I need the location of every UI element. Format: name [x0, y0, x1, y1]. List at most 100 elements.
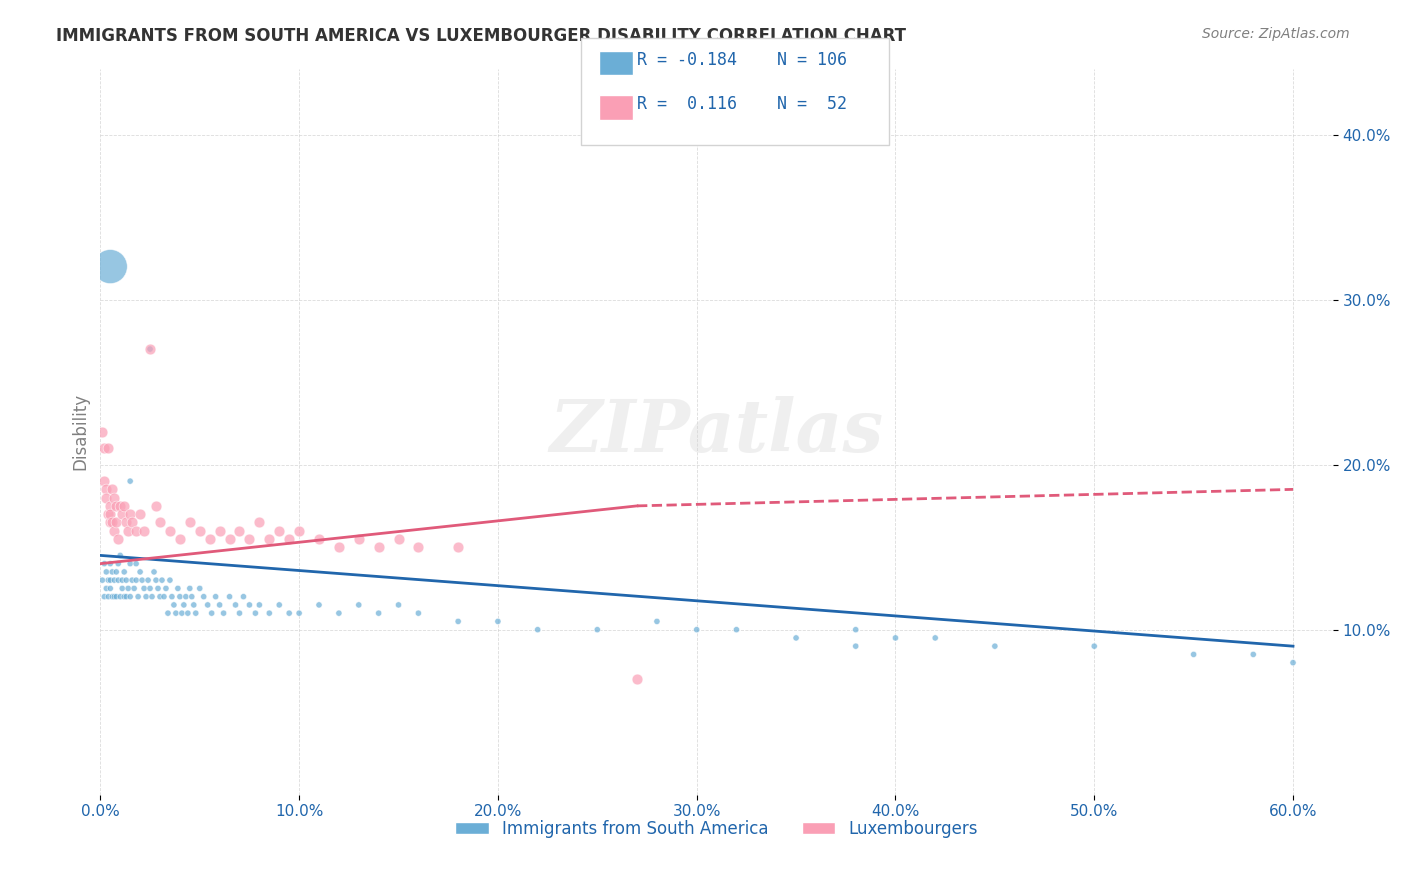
Point: [159, 524, 181, 538]
Point: [212, 606, 235, 620]
Point: [111, 582, 134, 596]
Point: [149, 590, 172, 604]
Point: [103, 491, 125, 505]
Point: [198, 532, 221, 546]
Point: [387, 532, 409, 546]
Text: IMMIGRANTS FROM SOUTH AMERICA VS LUXEMBOURGER DISABILITY CORRELATION CHART: IMMIGRANTS FROM SOUTH AMERICA VS LUXEMBO…: [56, 27, 907, 45]
Point: [103, 590, 125, 604]
Point: [218, 590, 240, 604]
Point: [183, 598, 205, 612]
Point: [845, 639, 868, 653]
Point: [139, 582, 162, 596]
Point: [132, 582, 155, 596]
Point: [1182, 648, 1205, 662]
Point: [169, 532, 191, 546]
Point: [149, 516, 172, 530]
Point: [1241, 648, 1264, 662]
Point: [97, 590, 120, 604]
Point: [208, 598, 231, 612]
Point: [204, 590, 226, 604]
Point: [143, 565, 166, 579]
Point: [179, 582, 201, 596]
Point: [197, 598, 219, 612]
Point: [101, 565, 124, 579]
Point: [105, 565, 128, 579]
Point: [1083, 639, 1105, 653]
Point: [288, 606, 311, 620]
Point: [153, 590, 176, 604]
Point: [132, 524, 155, 538]
Point: [387, 598, 409, 612]
Point: [155, 582, 177, 596]
Point: [111, 573, 134, 587]
Point: [91, 425, 114, 439]
Point: [447, 540, 470, 554]
Point: [845, 623, 868, 637]
Point: [146, 582, 169, 596]
Point: [97, 507, 120, 521]
Point: [107, 573, 129, 587]
Point: [208, 524, 231, 538]
Point: [170, 606, 193, 620]
Point: [98, 260, 121, 274]
Point: [139, 342, 162, 356]
Point: [96, 565, 118, 579]
Text: Source: ZipAtlas.com: Source: ZipAtlas.com: [1202, 27, 1350, 41]
Point: [486, 615, 509, 629]
Point: [125, 524, 148, 538]
Point: [93, 557, 115, 571]
Point: [238, 598, 260, 612]
Point: [98, 557, 121, 571]
Point: [121, 516, 143, 530]
Point: [288, 524, 311, 538]
Point: [139, 342, 162, 356]
Point: [163, 598, 186, 612]
Point: [115, 590, 138, 604]
Point: [98, 582, 121, 596]
Point: [167, 582, 190, 596]
Point: [129, 565, 152, 579]
Point: [347, 532, 370, 546]
Point: [98, 499, 121, 513]
Point: [129, 507, 152, 521]
Point: [159, 573, 181, 587]
Point: [160, 590, 183, 604]
Point: [98, 516, 121, 530]
Point: [278, 606, 301, 620]
Point: [347, 598, 370, 612]
Point: [120, 507, 142, 521]
Point: [180, 590, 202, 604]
Point: [247, 598, 270, 612]
Point: [97, 441, 120, 455]
Point: [308, 598, 330, 612]
Point: [105, 590, 128, 604]
Text: R = -0.184    N = 106: R = -0.184 N = 106: [637, 51, 846, 69]
Point: [174, 590, 197, 604]
Point: [98, 573, 121, 587]
Point: [111, 507, 134, 521]
Point: [136, 573, 159, 587]
Point: [110, 590, 132, 604]
Point: [924, 631, 946, 645]
Point: [408, 606, 430, 620]
Point: [112, 499, 135, 513]
Point: [245, 606, 267, 620]
Point: [626, 672, 648, 686]
Point: [112, 590, 135, 604]
Point: [328, 606, 350, 620]
Point: [238, 532, 260, 546]
Point: [1282, 656, 1305, 670]
Point: [117, 524, 139, 538]
Point: [91, 573, 114, 587]
Y-axis label: Disability: Disability: [72, 393, 89, 470]
Point: [645, 615, 668, 629]
Point: [125, 573, 148, 587]
Point: [103, 524, 125, 538]
Legend: Immigrants from South America, Luxembourgers: Immigrants from South America, Luxembour…: [449, 814, 984, 845]
Point: [145, 499, 167, 513]
Point: [884, 631, 907, 645]
Point: [156, 606, 179, 620]
Text: R =  0.116    N =  52: R = 0.116 N = 52: [637, 95, 846, 113]
Point: [328, 540, 350, 554]
Point: [586, 623, 609, 637]
